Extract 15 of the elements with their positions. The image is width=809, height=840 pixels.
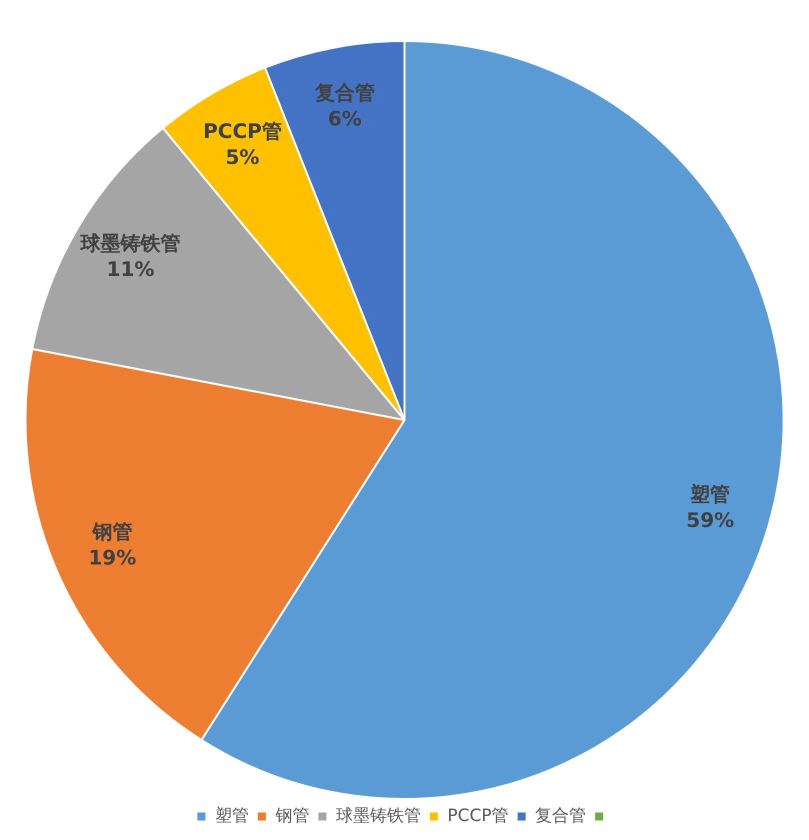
data-label: 11% [106,257,154,282]
legend-label: 塑管 [214,806,249,826]
legend-label: 球墨铸铁管 [336,806,421,826]
legend-label: 复合管 [535,806,586,826]
slice-label: PCCP管 [203,119,282,144]
legend-label: PCCP管 [447,806,509,826]
legend-label: 钢管 [274,806,310,826]
data-label: 59% [686,508,734,532]
slice-label: 钢管 [91,520,132,544]
slice-label: 塑管 [689,482,730,506]
data-label: 5% [225,145,260,170]
data-label: 6% [328,106,362,130]
data-label: 19% [88,546,136,570]
slice-label: 复合管 [314,80,375,104]
slice-label: 球墨铸铁管 [79,231,180,256]
